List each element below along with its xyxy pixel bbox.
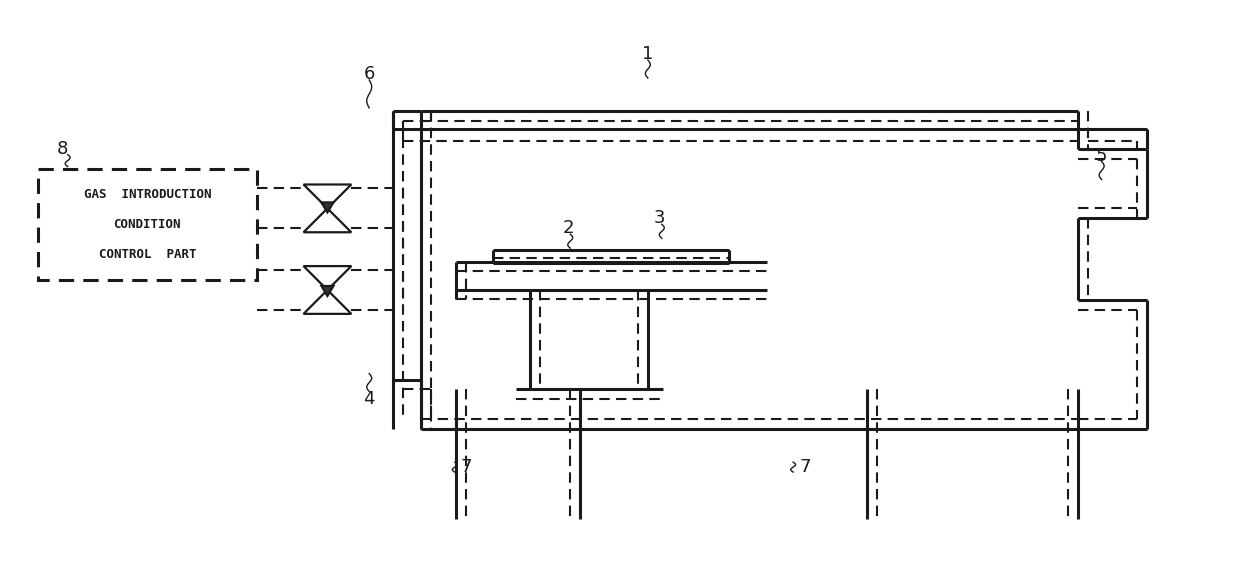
Text: GAS  INTRODUCTION: GAS INTRODUCTION [83, 188, 211, 201]
Text: 2: 2 [563, 219, 574, 237]
Text: 7: 7 [461, 458, 472, 476]
Polygon shape [304, 266, 351, 290]
Polygon shape [321, 202, 334, 212]
Text: 4: 4 [363, 391, 374, 408]
Text: 7: 7 [799, 458, 811, 476]
Text: 6: 6 [363, 65, 374, 83]
Polygon shape [304, 290, 351, 314]
Polygon shape [304, 208, 351, 232]
Text: CONTROL  PART: CONTROL PART [98, 248, 196, 261]
Text: 8: 8 [57, 140, 68, 158]
Bar [38, 169, 257, 280]
Text: CONDITION: CONDITION [114, 218, 181, 231]
Text: 5: 5 [1096, 146, 1107, 165]
Text: 3: 3 [653, 209, 666, 227]
Text: 1: 1 [642, 45, 653, 63]
Polygon shape [321, 286, 334, 296]
Polygon shape [304, 185, 351, 208]
